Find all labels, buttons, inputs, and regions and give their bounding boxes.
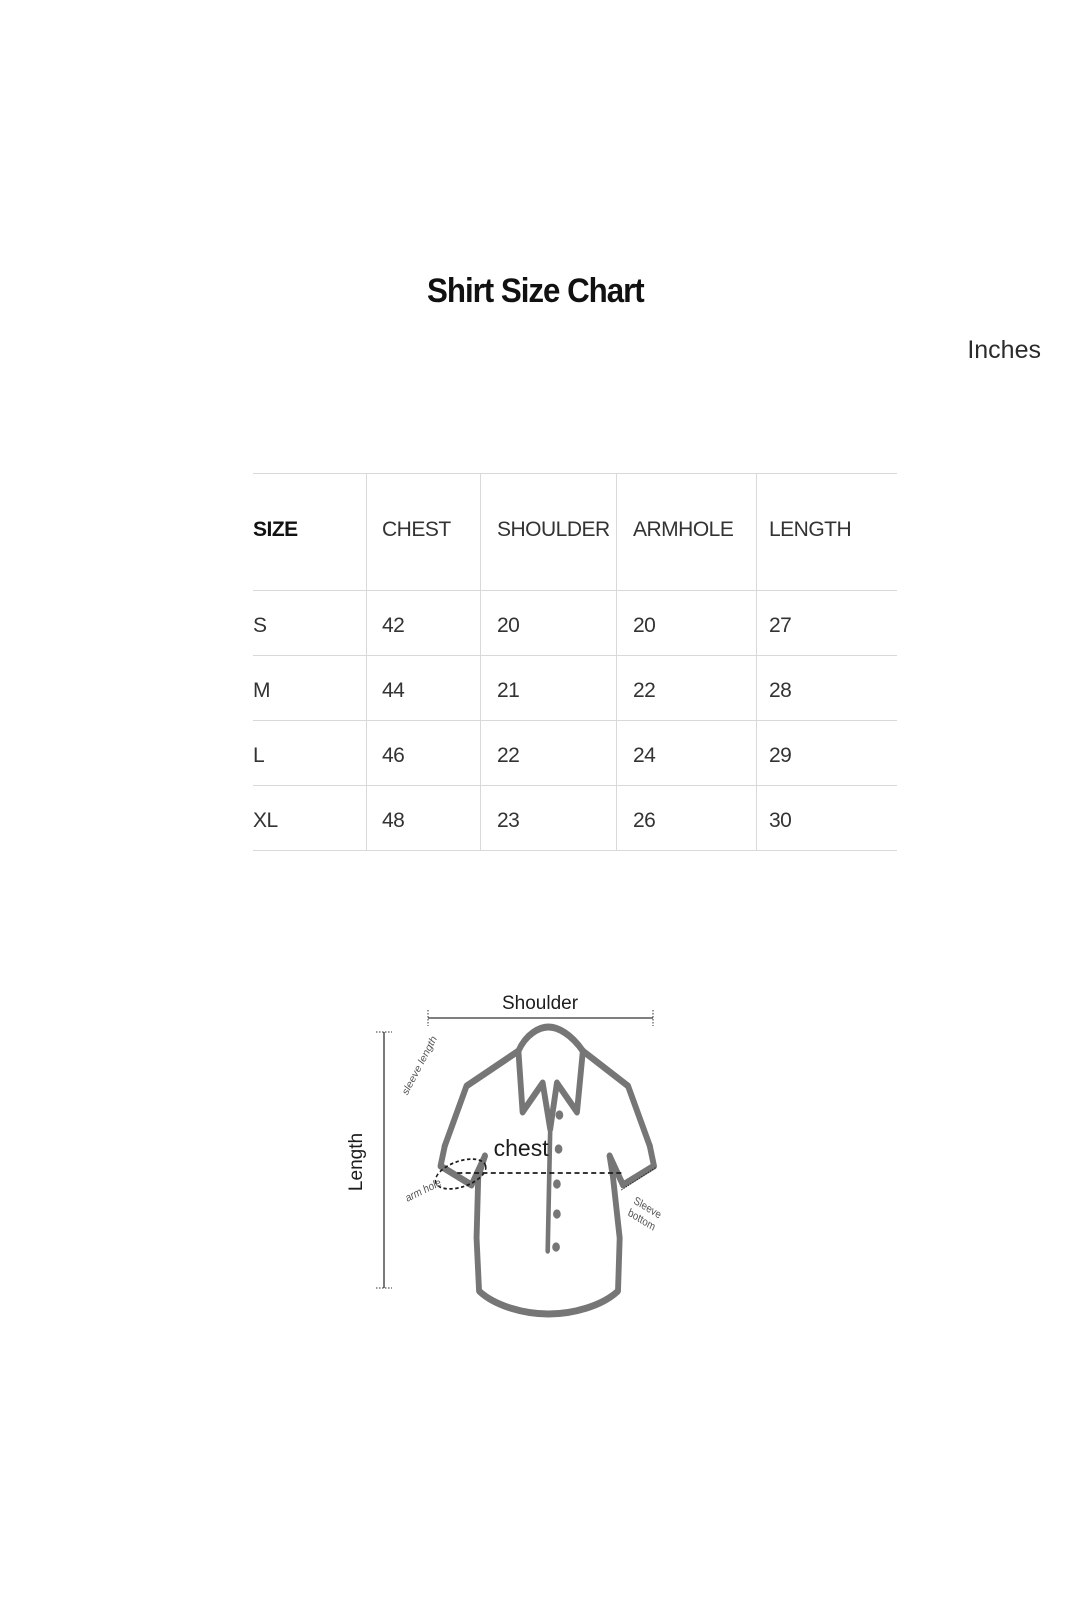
svg-text:chest: chest bbox=[494, 1135, 550, 1161]
svg-text:Shoulder: Shoulder bbox=[502, 993, 579, 1014]
svg-text:Length: Length bbox=[346, 1133, 367, 1191]
svg-text:sleeve length: sleeve length bbox=[400, 1033, 439, 1097]
svg-text:arm hole: arm hole bbox=[404, 1176, 443, 1205]
